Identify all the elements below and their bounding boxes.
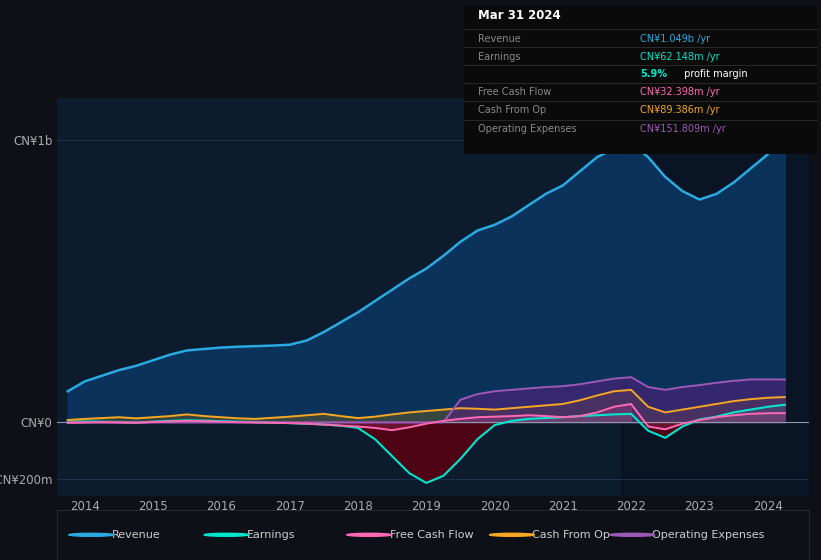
Circle shape — [204, 533, 249, 536]
Text: Mar 31 2024: Mar 31 2024 — [478, 10, 561, 22]
Text: CN¥32.398m /yr: CN¥32.398m /yr — [640, 87, 720, 97]
Circle shape — [346, 533, 392, 536]
Text: Operating Expenses: Operating Expenses — [478, 124, 576, 134]
Text: CN¥62.148m /yr: CN¥62.148m /yr — [640, 52, 720, 62]
Text: profit margin: profit margin — [681, 69, 748, 79]
Text: Cash From Op: Cash From Op — [532, 530, 610, 540]
Text: Free Cash Flow: Free Cash Flow — [389, 530, 473, 540]
Text: Revenue: Revenue — [112, 530, 160, 540]
Bar — [621, 98, 809, 496]
Circle shape — [610, 533, 654, 536]
Text: Cash From Op: Cash From Op — [478, 105, 546, 115]
Text: 5.9%: 5.9% — [640, 69, 667, 79]
Text: CN¥1.049b /yr: CN¥1.049b /yr — [640, 34, 710, 44]
Text: Free Cash Flow: Free Cash Flow — [478, 87, 551, 97]
Text: Revenue: Revenue — [478, 34, 521, 44]
Circle shape — [69, 533, 114, 536]
Circle shape — [489, 533, 534, 536]
Text: Earnings: Earnings — [247, 530, 296, 540]
Text: CN¥151.809m /yr: CN¥151.809m /yr — [640, 124, 726, 134]
Text: Earnings: Earnings — [478, 52, 521, 62]
Text: Operating Expenses: Operating Expenses — [653, 530, 765, 540]
Text: CN¥89.386m /yr: CN¥89.386m /yr — [640, 105, 720, 115]
